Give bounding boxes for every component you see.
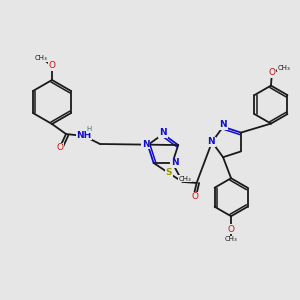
Text: N: N (207, 137, 215, 146)
Text: O: O (49, 61, 56, 70)
Text: S: S (165, 168, 172, 177)
Text: O: O (268, 68, 275, 77)
Text: O: O (228, 225, 235, 234)
Text: N: N (171, 158, 179, 167)
Text: CH₃: CH₃ (179, 176, 192, 182)
Text: O: O (56, 143, 64, 152)
Text: H: H (86, 126, 92, 132)
Text: O: O (191, 192, 198, 201)
Text: N: N (142, 140, 150, 148)
Text: NH: NH (76, 130, 92, 140)
Text: N: N (159, 128, 167, 137)
Text: N: N (219, 120, 227, 129)
Text: CH₃: CH₃ (278, 64, 290, 70)
Text: CH₃: CH₃ (225, 236, 237, 242)
Text: CH₃: CH₃ (34, 55, 47, 61)
